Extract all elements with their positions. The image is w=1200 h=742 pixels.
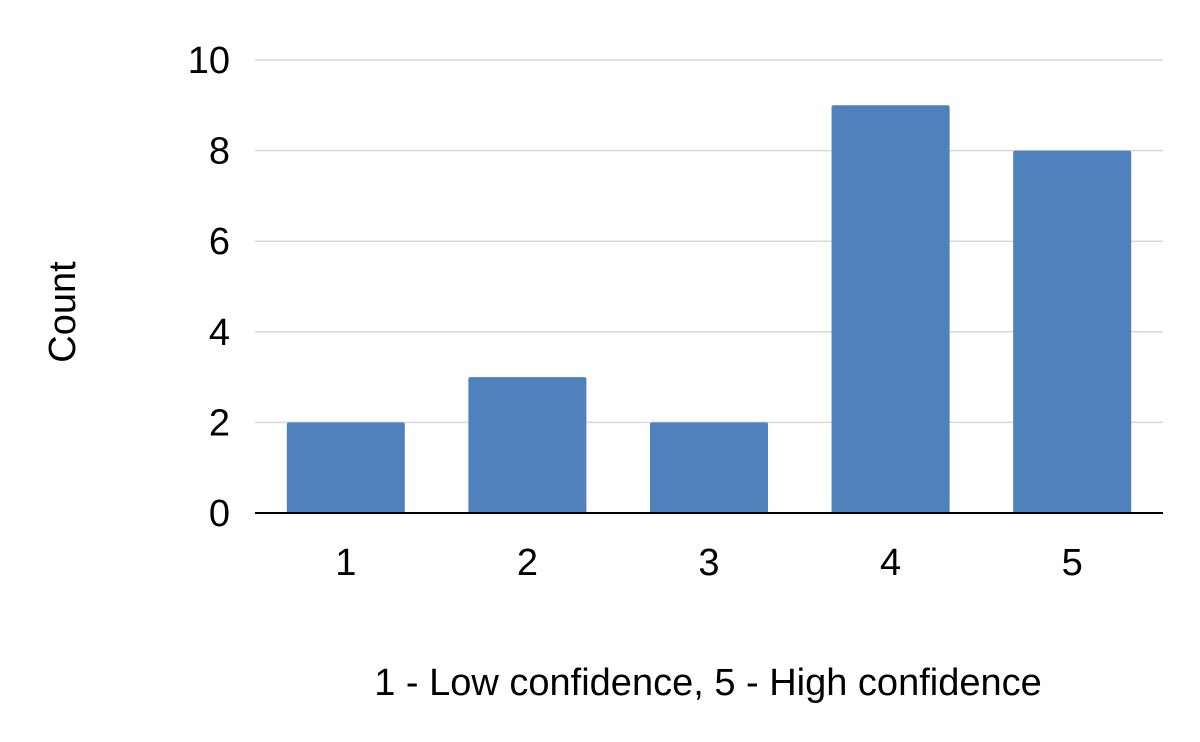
x-tick-label: 3: [698, 542, 719, 584]
y-tick-labels: 0 2 4 6 8 10: [188, 40, 230, 535]
bar-1: [286, 422, 405, 513]
bars: [286, 105, 1132, 514]
y-tick-label: 4: [209, 312, 230, 354]
bar-5: [1013, 150, 1132, 513]
y-tick-label: 2: [209, 402, 230, 444]
y-tick-label: 0: [209, 493, 230, 535]
bar-2: [468, 377, 587, 513]
y-tick-label: 10: [188, 40, 230, 82]
bar-3: [649, 422, 769, 513]
x-tick-label: 1: [335, 542, 356, 584]
x-tick-label: 2: [517, 542, 538, 584]
y-axis-title: Count: [42, 261, 84, 363]
x-tick-label: 4: [880, 542, 901, 584]
y-tick-label: 8: [209, 131, 230, 173]
x-tick-label: 5: [1062, 542, 1083, 584]
grid-lines: [255, 59, 1163, 424]
x-tick-labels: 1 2 3 4 5: [335, 542, 1083, 584]
y-tick-label: 6: [209, 221, 230, 263]
x-axis-title: 1 - Low confidence, 5 - High confidence: [374, 662, 1042, 704]
bar-4: [831, 105, 950, 514]
